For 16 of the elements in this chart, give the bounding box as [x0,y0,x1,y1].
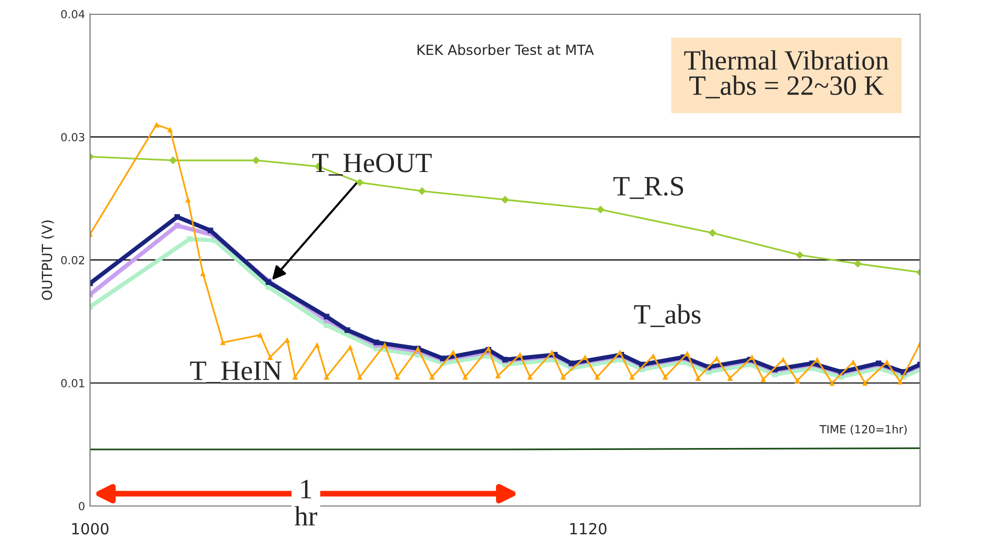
annotation: T_abs [634,304,701,328]
y-tick-label: 0.01 [61,378,84,388]
x-tick-label: 1000 [72,522,108,534]
annotation: T_HeIN [190,362,282,384]
y-tick-label: 0.04 [61,10,85,18]
text: KEK Absorber Test at MTA [418,44,594,56]
annotation: 1 hr [294,480,318,526]
y-tick-label: 0.02 [61,256,84,264]
y-axis-title: OUTPUT (V) [41,220,54,300]
x-axis-title: TIME (120=1hr) [820,424,907,435]
annotation: T_HeOUT [312,154,432,176]
y-tick-label: 0 [78,502,84,510]
annotation: T_R.S [613,176,684,199]
y-tick-label: 0.03 [61,132,84,142]
annotation: Thermal Vibration T_abs = 22~30 K [684,50,889,98]
x-tick-label: 1120 [570,522,606,534]
